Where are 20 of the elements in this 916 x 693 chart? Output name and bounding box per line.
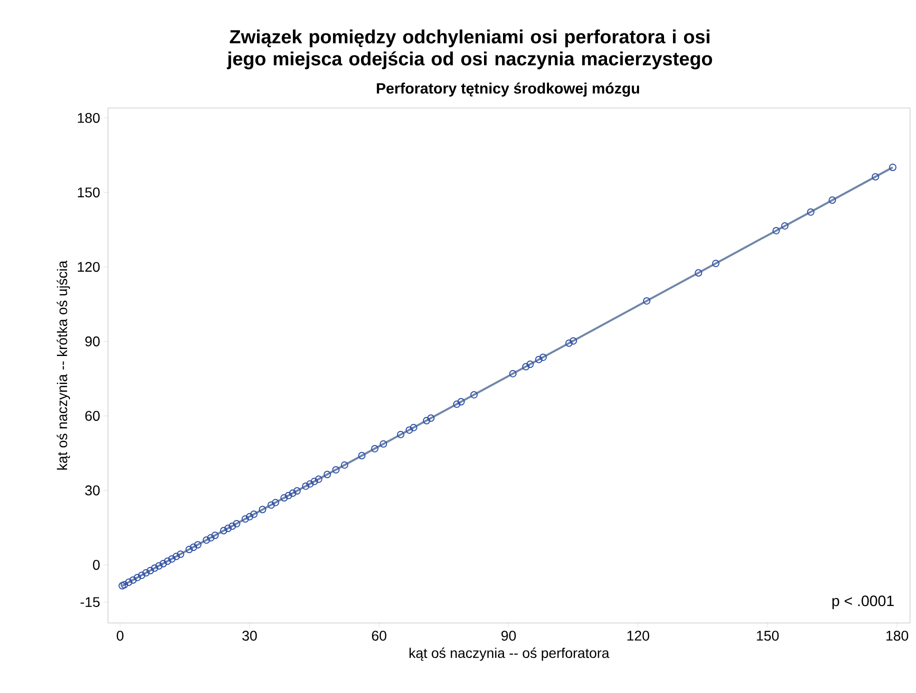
y-tick-label: 30	[85, 485, 100, 496]
x-axis-title: kąt oś naczynia -- oś perforatora	[410, 648, 610, 661]
x-tick-label: 60	[372, 630, 386, 641]
y-tick-label: 0	[92, 560, 100, 570]
y-tick-label: 90	[85, 336, 100, 346]
y-tick-label: 60	[85, 410, 100, 421]
y-tick-label: 180	[78, 112, 100, 123]
chart-subtitle: Perforatory tętnicy środkowej mózgu	[376, 82, 640, 97]
x-tick-label: 30	[242, 630, 257, 641]
chart-title: Związek pomiędzy odchyleniami osi perforatora i osi jego miejsca odejścia od osi naczynia macierzystego	[226, 30, 712, 70]
annotation: p < .0001	[832, 596, 894, 610]
x-tick-label: 150	[756, 630, 779, 641]
x-tick-label: 120	[627, 630, 650, 641]
y-axis-title: kąt oś naczynia -- krótka oś ujścia	[56, 260, 70, 470]
y-tick-label: -15	[80, 597, 100, 608]
x-tick-label: 0	[116, 630, 124, 641]
y-tick-label: 150	[78, 187, 100, 198]
x-tick-label: 90	[501, 630, 516, 641]
x-tick-label: 180	[886, 630, 908, 641]
y-tick-label: 120	[78, 262, 100, 272]
